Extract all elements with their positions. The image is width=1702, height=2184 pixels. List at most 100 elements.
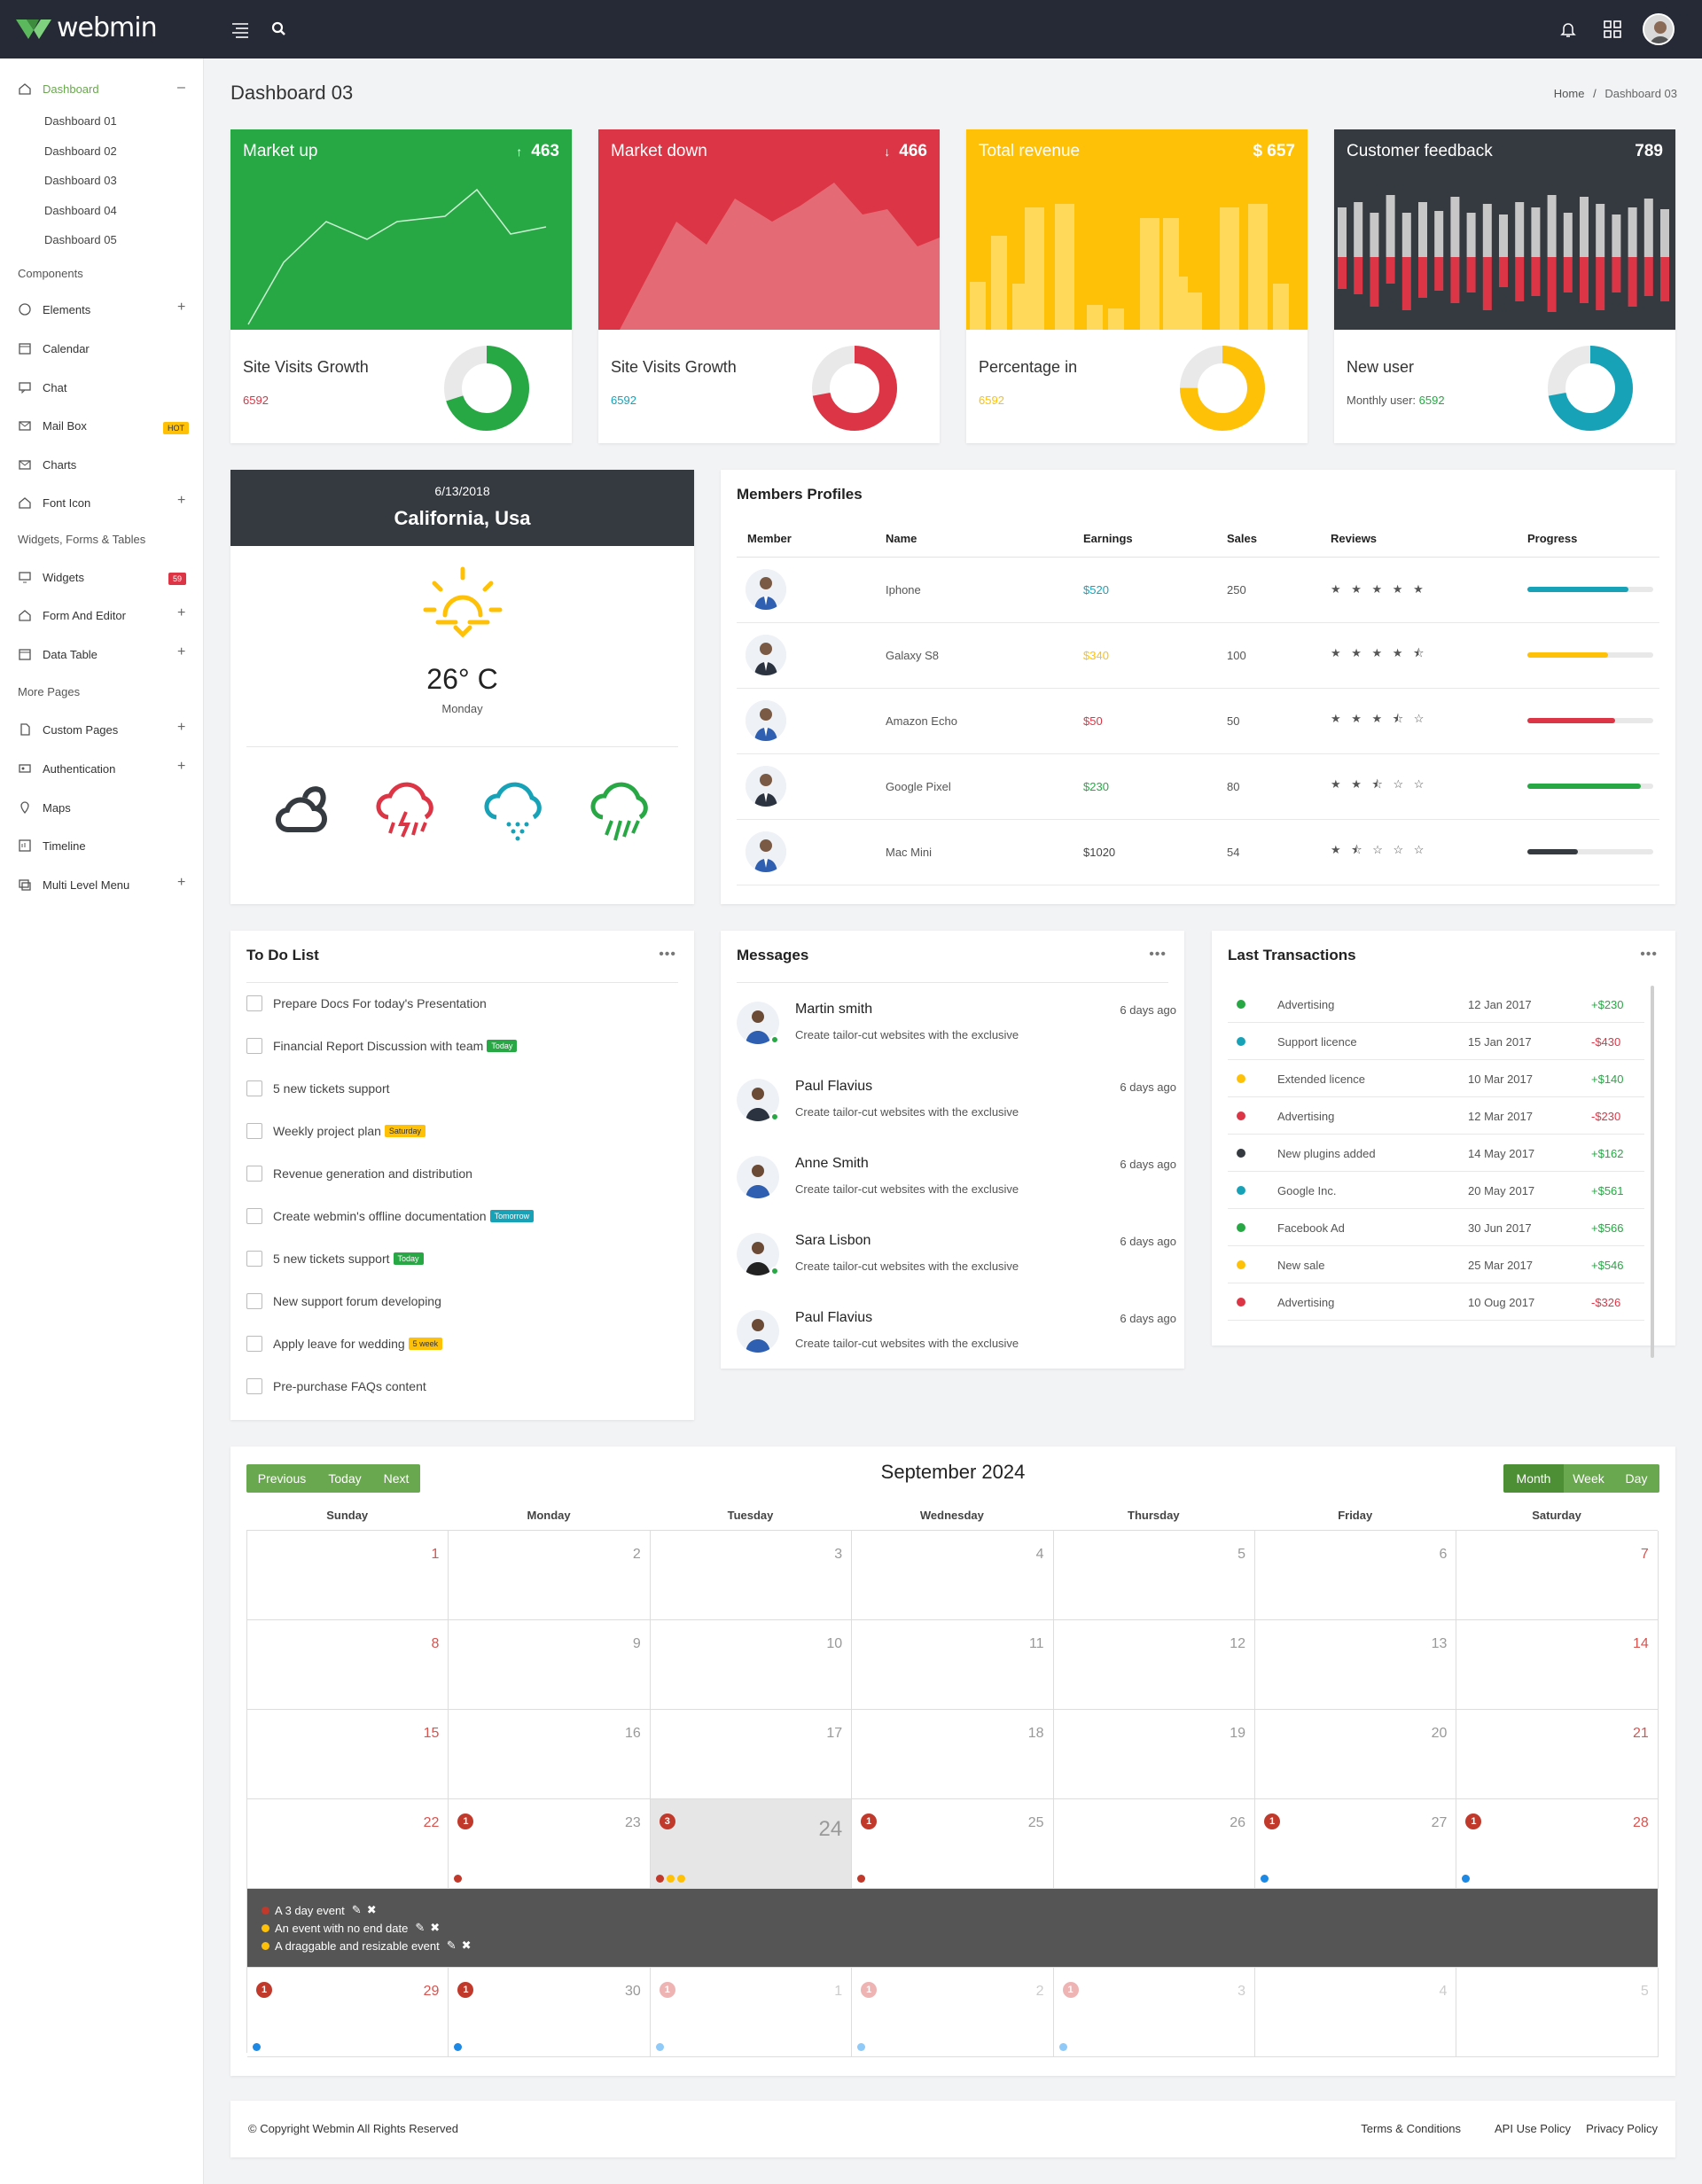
todo-checkbox[interactable] bbox=[246, 1038, 262, 1054]
todo-checkbox[interactable] bbox=[246, 1080, 262, 1096]
todo-item[interactable]: Prepare Docs For today's Presentation bbox=[246, 995, 487, 1011]
event-count-badge[interactable]: 1 bbox=[659, 1982, 675, 1998]
calendar-view-month[interactable]: Month bbox=[1503, 1464, 1564, 1493]
sidebar-item-timeline[interactable]: Timeline bbox=[18, 838, 86, 853]
event-count-badge[interactable]: 3 bbox=[659, 1814, 675, 1829]
calendar-day-cell[interactable]: 19 bbox=[1053, 1710, 1255, 1799]
sidebar-item-dashboard[interactable]: Dashboard bbox=[18, 82, 99, 96]
calendar-day-cell[interactable]: 8 bbox=[247, 1620, 449, 1710]
calendar-day-cell[interactable]: 13 bbox=[1255, 1620, 1457, 1710]
calendar-day-cell[interactable]: 4 bbox=[1255, 1968, 1457, 2057]
event-count-badge[interactable]: 1 bbox=[861, 1982, 878, 1998]
calendar-day-cell[interactable]: 21 bbox=[1456, 1710, 1659, 1799]
edit-pencil-icon[interactable]: ✎ bbox=[415, 1921, 426, 1934]
event-dot[interactable] bbox=[857, 1875, 866, 1883]
sidebar-item-font-icon[interactable]: Font Icon bbox=[18, 495, 90, 510]
calendar-day-cell[interactable]: 2 bbox=[449, 1531, 651, 1620]
message-item[interactable]: Anne Smith Create tailor-cut websites wi… bbox=[737, 1149, 1176, 1225]
calendar-next-button[interactable]: Next bbox=[372, 1464, 420, 1493]
expand-icon[interactable]: + bbox=[177, 493, 186, 508]
event-count-badge[interactable]: 1 bbox=[457, 1982, 474, 1998]
more-options-icon[interactable]: ••• bbox=[659, 947, 676, 962]
expand-icon[interactable]: + bbox=[177, 875, 186, 890]
sidebar-subitem-dashboard-02[interactable]: Dashboard 02 bbox=[44, 144, 117, 158]
todo-item[interactable]: Create webmin's offline documentation Tom… bbox=[246, 1208, 535, 1224]
calendar-day-cell[interactable]: 6 bbox=[1255, 1531, 1457, 1620]
sidebar-item-widgets[interactable]: Widgets bbox=[18, 570, 84, 584]
calendar-day-cell[interactable]: 16 bbox=[449, 1710, 651, 1799]
footer-link-api-policy[interactable]: API Use Policy bbox=[1495, 2122, 1571, 2135]
event-dot[interactable] bbox=[1058, 2043, 1067, 2051]
more-options-icon[interactable]: ••• bbox=[1149, 947, 1167, 962]
sidebar-item-maps[interactable]: Maps bbox=[18, 800, 71, 815]
calendar-day-cell[interactable]: 17 bbox=[650, 1710, 853, 1799]
event-dot[interactable] bbox=[676, 1875, 685, 1883]
apps-grid-icon[interactable] bbox=[1603, 20, 1622, 39]
table-row[interactable]: Google Pixel $230 80 ★ ★ ⯪ ☆ ☆ bbox=[737, 753, 1659, 820]
todo-item[interactable]: Revenue generation and distribution bbox=[246, 1166, 472, 1182]
calendar-day-cell[interactable]: 22 bbox=[247, 1799, 449, 1889]
sidebar-subitem-dashboard-04[interactable]: Dashboard 04 bbox=[44, 204, 117, 217]
calendar-day-cell[interactable]: 3 bbox=[650, 1531, 853, 1620]
event-count-badge[interactable]: 1 bbox=[1062, 1982, 1079, 1998]
event-dot[interactable] bbox=[666, 1875, 675, 1883]
calendar-day-cell[interactable]: 20 bbox=[1255, 1710, 1457, 1799]
sidebar-subitem-dashboard-01[interactable]: Dashboard 01 bbox=[44, 114, 117, 128]
calendar-day-cell[interactable]: 27 1 bbox=[1255, 1799, 1457, 1889]
todo-item[interactable]: New support forum developing bbox=[246, 1293, 441, 1309]
sidebar-item-chat[interactable]: Chat bbox=[18, 380, 66, 394]
sidebar-item-calendar[interactable]: Calendar bbox=[18, 341, 90, 355]
event-count-badge[interactable]: 1 bbox=[861, 1814, 878, 1829]
event-count-badge[interactable]: 1 bbox=[256, 1982, 272, 1998]
todo-checkbox[interactable] bbox=[246, 1166, 262, 1182]
calendar-view-day[interactable]: Day bbox=[1613, 1464, 1659, 1493]
calendar-view-week[interactable]: Week bbox=[1564, 1464, 1613, 1493]
calendar-day-cell[interactable]: 25 1 bbox=[852, 1799, 1054, 1889]
expand-icon[interactable]: + bbox=[177, 759, 186, 774]
calendar-day-cell[interactable]: 5 bbox=[1053, 1531, 1255, 1620]
footer-link-privacy[interactable]: Privacy Policy bbox=[1586, 2122, 1658, 2135]
event-dot[interactable] bbox=[1261, 1875, 1269, 1883]
calendar-day-cell[interactable]: 10 bbox=[650, 1620, 853, 1710]
table-row[interactable]: Mac Mini $1020 54 ★ ⯪ ☆ ☆ ☆ bbox=[737, 819, 1659, 885]
event-dot[interactable] bbox=[857, 2043, 866, 2051]
event-count-badge[interactable]: 1 bbox=[1465, 1814, 1482, 1829]
todo-item[interactable]: Pre-purchase FAQs content bbox=[246, 1378, 426, 1394]
todo-checkbox[interactable] bbox=[246, 1378, 262, 1394]
transaction-row[interactable]: Advertising 10 Oug 2017 -$326 bbox=[1228, 1283, 1644, 1321]
delete-x-icon[interactable]: ✖ bbox=[366, 1903, 377, 1916]
expand-icon[interactable]: + bbox=[177, 720, 186, 735]
sidebar-item-multi-level-menu[interactable]: Multi Level Menu bbox=[18, 878, 129, 892]
transaction-row[interactable]: Extended licence 10 Mar 2017 +$140 bbox=[1228, 1060, 1644, 1097]
event-dot[interactable] bbox=[454, 1875, 463, 1883]
todo-checkbox[interactable] bbox=[246, 1293, 262, 1309]
table-row[interactable]: Galaxy S8 $340 100 ★ ★ ★ ★ ⯪ bbox=[737, 622, 1659, 689]
table-row[interactable]: Iphone $520 250 ★ ★ ★ ★ ★ bbox=[737, 557, 1659, 623]
calendar-day-cell[interactable]: 30 1 bbox=[449, 1968, 651, 2057]
event-count-badge[interactable]: 1 bbox=[457, 1814, 474, 1829]
calendar-day-cell[interactable]: 26 bbox=[1053, 1799, 1255, 1889]
user-avatar[interactable] bbox=[1643, 13, 1675, 45]
sidebar-item-authentication[interactable]: Authentication bbox=[18, 761, 115, 776]
sidebar-item-mailbox[interactable]: Mail Box bbox=[18, 418, 87, 433]
event-dot[interactable] bbox=[253, 2043, 261, 2051]
transaction-row[interactable]: New sale 25 Mar 2017 +$546 bbox=[1228, 1246, 1644, 1283]
calendar-day-cell[interactable]: 18 bbox=[852, 1710, 1054, 1799]
todo-item[interactable]: Financial Report Discussion with team Tod… bbox=[246, 1038, 518, 1054]
todo-checkbox[interactable] bbox=[246, 995, 262, 1011]
transaction-row[interactable]: Google Inc. 20 May 2017 +$561 bbox=[1228, 1172, 1644, 1209]
message-item[interactable]: Paul Flavius Create tailor-cut websites … bbox=[737, 1072, 1176, 1148]
todo-item[interactable]: 5 new tickets support Today bbox=[246, 1251, 424, 1267]
todo-checkbox[interactable] bbox=[246, 1123, 262, 1139]
calendar-day-cell[interactable]: 9 bbox=[449, 1620, 651, 1710]
collapse-icon[interactable]: – bbox=[177, 80, 185, 95]
app-logo[interactable]: webmin bbox=[16, 12, 158, 43]
transaction-row[interactable]: Advertising 12 Jan 2017 +$230 bbox=[1228, 986, 1644, 1023]
message-item[interactable]: Martin smith Create tailor-cut websites … bbox=[737, 994, 1176, 1071]
sidebar-item-form-editor[interactable]: Form And Editor bbox=[18, 608, 126, 622]
transaction-row[interactable]: Facebook Ad 30 Jun 2017 +$566 bbox=[1228, 1209, 1644, 1246]
sidebar-item-data-table[interactable]: Data Table bbox=[18, 647, 98, 661]
message-item[interactable]: Paul Flavius Create tailor-cut websites … bbox=[737, 1303, 1176, 1379]
scrollbar[interactable] bbox=[1651, 986, 1654, 1358]
